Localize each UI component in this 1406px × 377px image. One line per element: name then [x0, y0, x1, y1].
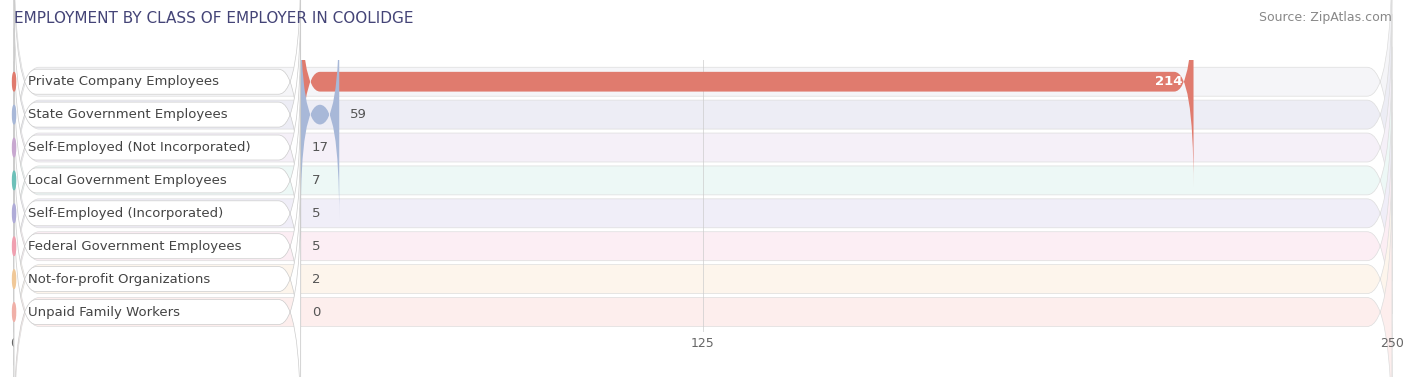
FancyBboxPatch shape: [14, 0, 1392, 248]
FancyBboxPatch shape: [14, 113, 1392, 377]
FancyBboxPatch shape: [14, 127, 301, 365]
FancyBboxPatch shape: [14, 0, 1392, 215]
Text: 214: 214: [1154, 75, 1182, 88]
Text: 59: 59: [350, 108, 367, 121]
Text: 5: 5: [312, 207, 321, 220]
FancyBboxPatch shape: [301, 9, 339, 220]
Text: Source: ZipAtlas.com: Source: ZipAtlas.com: [1258, 11, 1392, 24]
Circle shape: [13, 204, 15, 222]
FancyBboxPatch shape: [301, 0, 1194, 187]
Circle shape: [13, 237, 15, 256]
Circle shape: [13, 72, 15, 91]
Text: 2: 2: [312, 273, 321, 286]
Text: 7: 7: [312, 174, 321, 187]
Circle shape: [13, 106, 15, 124]
FancyBboxPatch shape: [14, 178, 1392, 377]
Text: Local Government Employees: Local Government Employees: [28, 174, 226, 187]
Text: Self-Employed (Not Incorporated): Self-Employed (Not Incorporated): [28, 141, 250, 154]
Circle shape: [13, 270, 15, 288]
Circle shape: [13, 138, 15, 157]
FancyBboxPatch shape: [14, 14, 1392, 281]
FancyBboxPatch shape: [14, 146, 1392, 377]
FancyBboxPatch shape: [14, 0, 301, 201]
FancyBboxPatch shape: [14, 80, 1392, 347]
Text: 5: 5: [312, 240, 321, 253]
Circle shape: [13, 171, 15, 190]
Text: Unpaid Family Workers: Unpaid Family Workers: [28, 305, 180, 319]
Text: Private Company Employees: Private Company Employees: [28, 75, 219, 88]
FancyBboxPatch shape: [14, 193, 301, 377]
Text: Self-Employed (Incorporated): Self-Employed (Incorporated): [28, 207, 224, 220]
Text: Not-for-profit Organizations: Not-for-profit Organizations: [28, 273, 209, 286]
Text: State Government Employees: State Government Employees: [28, 108, 228, 121]
Circle shape: [13, 303, 15, 321]
Text: Federal Government Employees: Federal Government Employees: [28, 240, 242, 253]
FancyBboxPatch shape: [14, 28, 301, 267]
Text: 17: 17: [312, 141, 329, 154]
FancyBboxPatch shape: [14, 0, 301, 234]
FancyBboxPatch shape: [14, 94, 301, 333]
FancyBboxPatch shape: [14, 61, 301, 299]
Text: EMPLOYMENT BY CLASS OF EMPLOYER IN COOLIDGE: EMPLOYMENT BY CLASS OF EMPLOYER IN COOLI…: [14, 11, 413, 26]
FancyBboxPatch shape: [14, 160, 301, 377]
Text: 0: 0: [312, 305, 321, 319]
FancyBboxPatch shape: [14, 47, 1392, 314]
